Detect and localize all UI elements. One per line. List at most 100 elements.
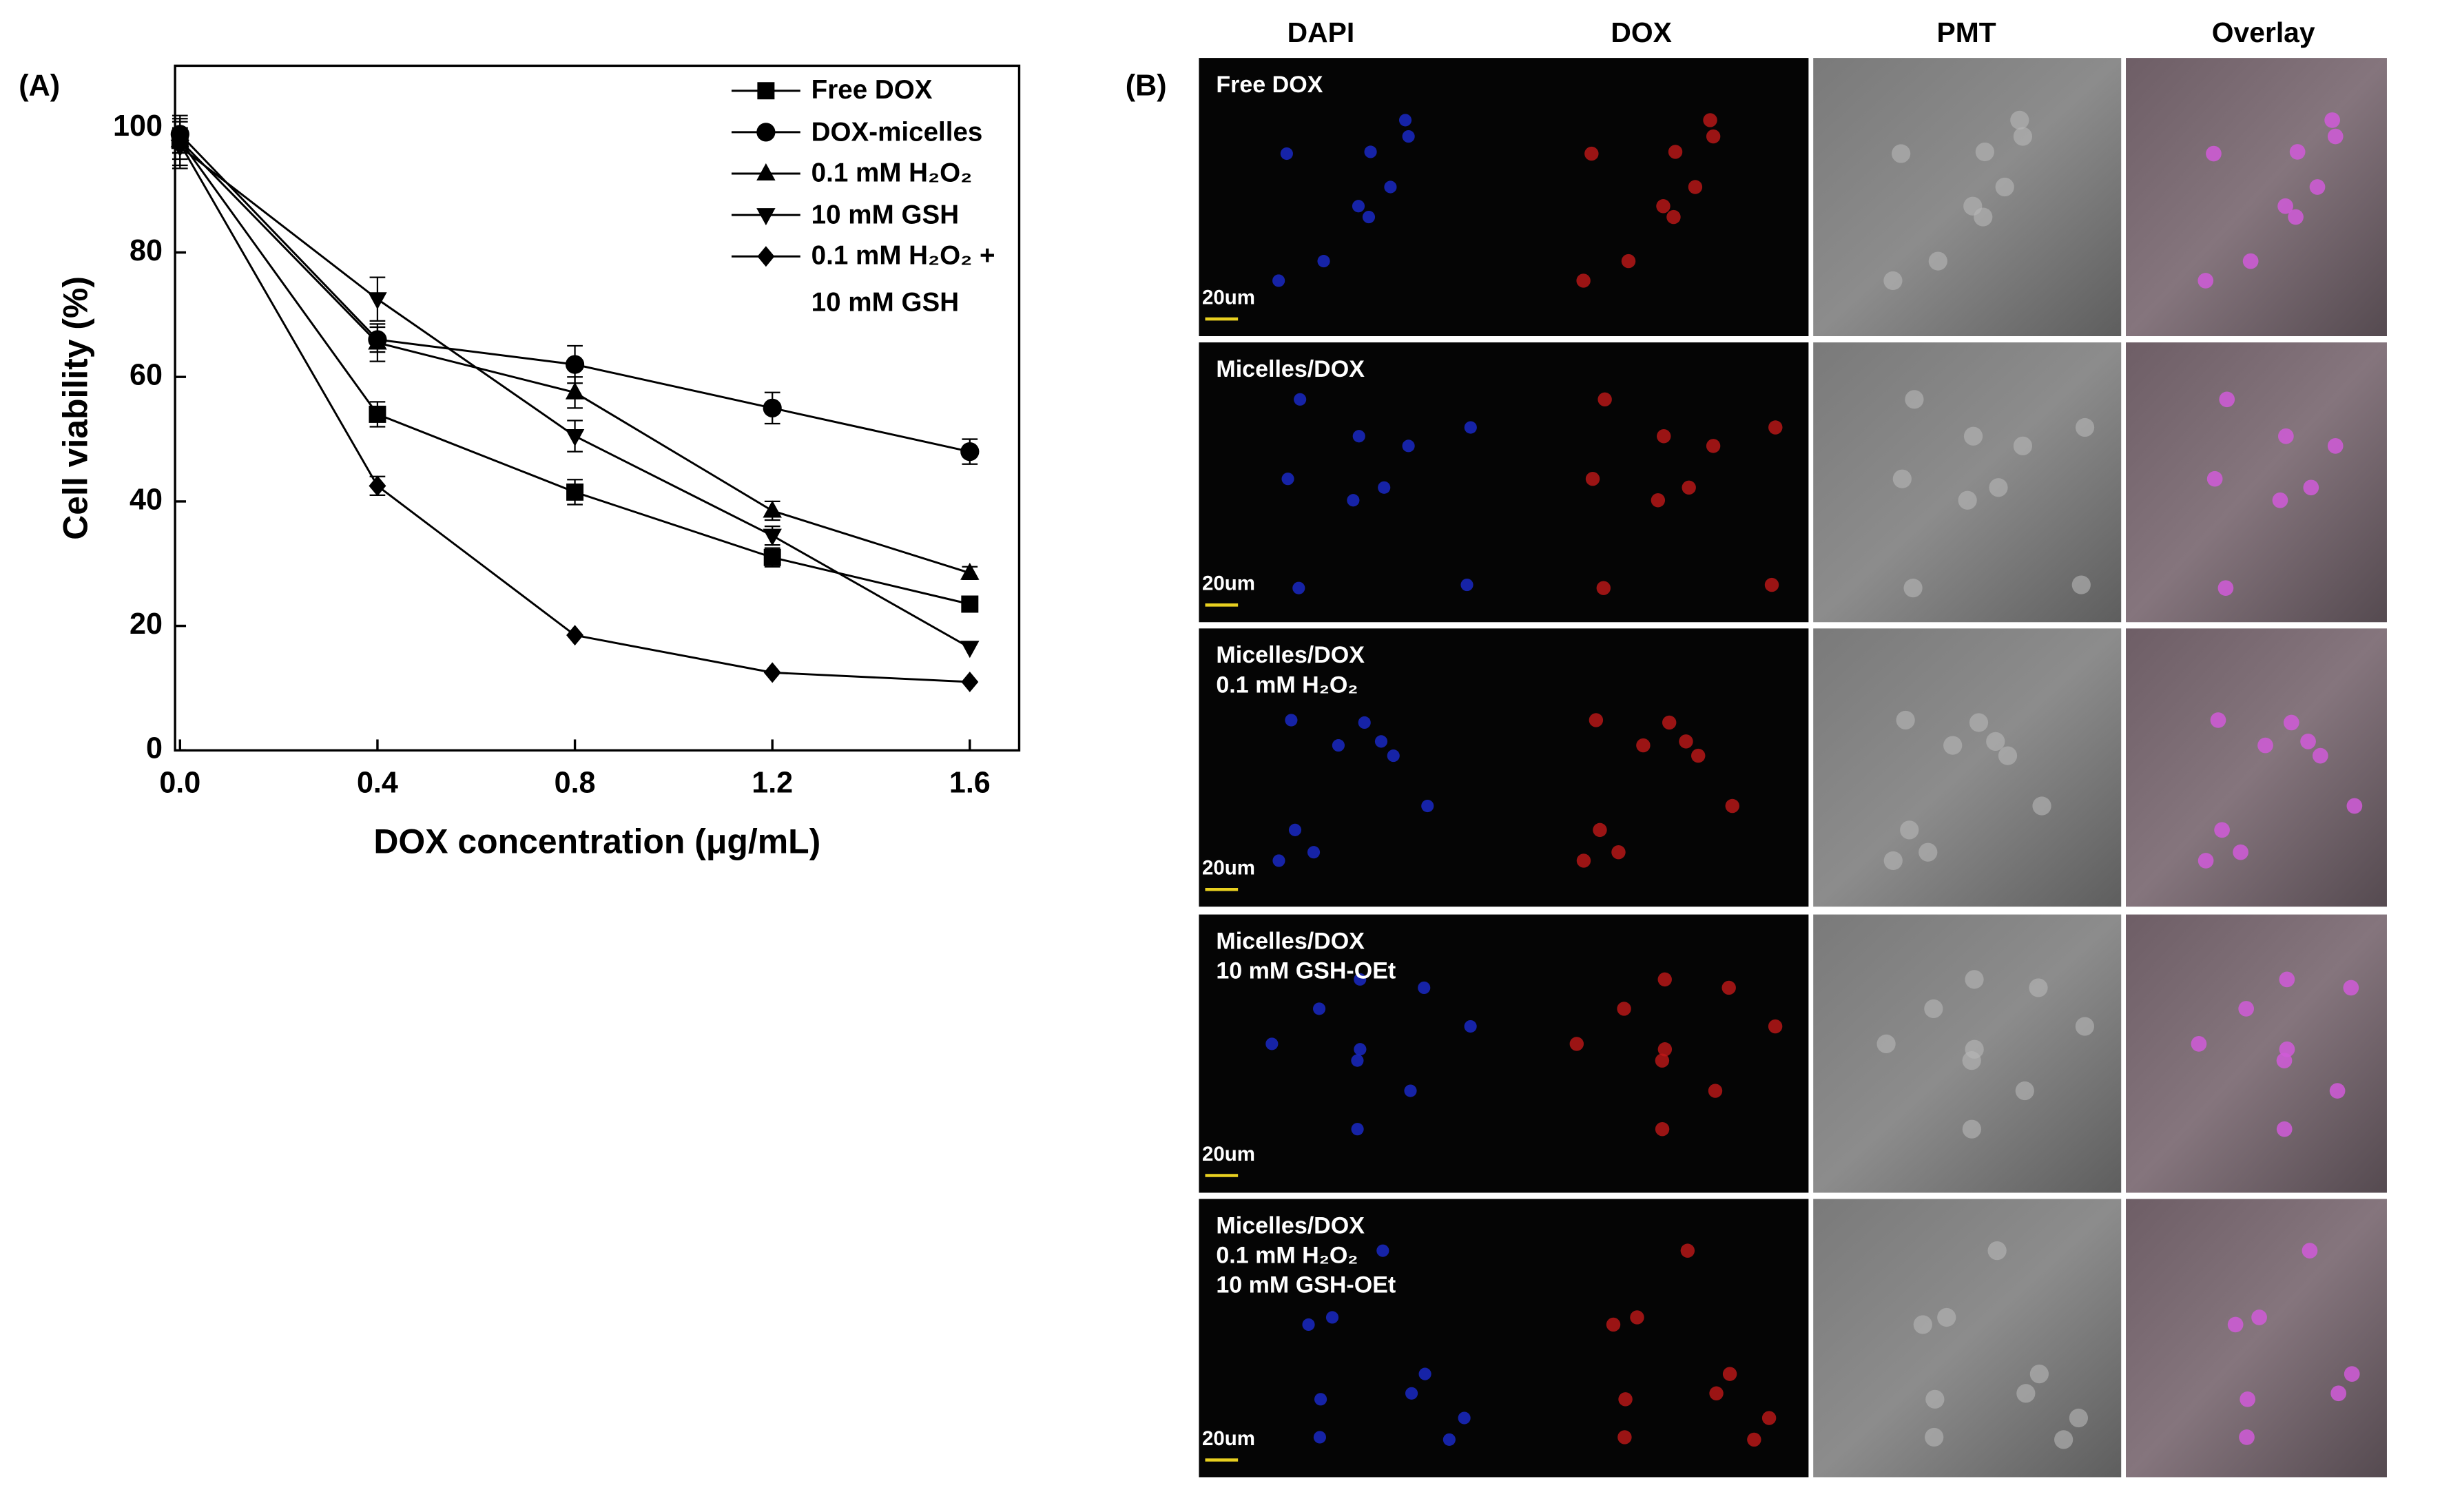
cell	[2344, 1366, 2360, 1382]
pmt-image	[1813, 342, 2122, 623]
cell	[1354, 973, 1367, 986]
cell	[1621, 253, 1636, 269]
cell	[1655, 1053, 1670, 1068]
x-axis-label: DOX concentration (μg/mL)	[373, 822, 820, 861]
overlay-image	[2126, 628, 2387, 907]
legend-entry: DOX-micelles	[811, 116, 983, 146]
cell	[1937, 1307, 1956, 1327]
cell	[1709, 1386, 1724, 1400]
marker	[368, 292, 387, 310]
cell	[1272, 854, 1285, 867]
marker	[763, 548, 781, 566]
cell	[1464, 1019, 1477, 1033]
cell	[2277, 198, 2293, 214]
cell	[1657, 429, 1671, 444]
cell	[2302, 1243, 2318, 1259]
cell	[1965, 970, 1984, 989]
cell	[1589, 713, 1604, 727]
marker	[763, 528, 782, 546]
cell	[1611, 845, 1626, 860]
cell	[1402, 439, 1415, 453]
cell	[1569, 1037, 1584, 1051]
cell	[2071, 575, 2091, 594]
cell	[2013, 436, 2033, 455]
cell	[1351, 1054, 1364, 1067]
cell	[1764, 577, 1779, 592]
scale-bar-label: 20um	[1202, 1427, 1255, 1450]
cell	[2327, 128, 2344, 145]
legend-marker	[756, 208, 776, 226]
y-tick-label: 0	[146, 732, 163, 765]
cell	[2032, 796, 2051, 816]
cell	[1597, 392, 1612, 407]
cell	[1925, 1427, 1944, 1447]
cell	[1919, 842, 1938, 862]
cell	[1617, 1430, 1632, 1444]
cell	[1721, 980, 1736, 995]
cell	[1387, 749, 1400, 763]
cell	[1576, 273, 1591, 288]
row-label: Micelles/DOX	[1216, 642, 1365, 668]
marker	[369, 405, 386, 423]
cell	[1708, 1084, 1723, 1098]
overlay-image	[2126, 1199, 2387, 1478]
cell	[2206, 470, 2223, 487]
cell	[1657, 972, 1672, 987]
cell	[2197, 273, 2214, 289]
marker	[565, 382, 585, 400]
overlay-image	[2126, 58, 2387, 337]
cell	[2233, 844, 2248, 860]
cell	[1280, 147, 1293, 160]
marker	[960, 442, 980, 462]
column-header: Overlay	[2212, 17, 2315, 48]
cell	[2288, 209, 2304, 225]
cell	[2075, 417, 2095, 437]
cell	[2013, 127, 2033, 146]
cell	[1584, 146, 1599, 161]
scale-bar-label: 20um	[1202, 286, 1255, 309]
cell	[2289, 144, 2306, 160]
cell	[2343, 980, 2359, 996]
legend-label: Free DOX	[811, 75, 933, 105]
pmt-image	[1813, 1199, 2122, 1478]
cell	[2279, 971, 2295, 988]
cell	[1265, 1037, 1279, 1050]
cell	[1374, 735, 1388, 748]
marker	[565, 429, 585, 447]
cell	[1896, 710, 1915, 730]
cell	[1362, 210, 1376, 224]
cell	[1928, 251, 1947, 271]
row-label: Free DOX	[1216, 72, 1323, 98]
cell	[2010, 110, 2029, 130]
cell	[1618, 1392, 1633, 1407]
x-tick-label: 0.4	[357, 767, 398, 800]
cell	[1593, 822, 1607, 838]
cell	[1596, 581, 1611, 595]
y-tick-label: 40	[130, 483, 163, 516]
legend-marker	[756, 123, 776, 142]
row-label: Micelles/DOX	[1216, 1212, 1365, 1239]
cell	[1986, 732, 2005, 751]
cell	[1630, 1310, 1644, 1325]
panel-label: (A)	[19, 70, 60, 103]
cell	[1384, 180, 1397, 194]
cell	[1989, 478, 2008, 497]
y-axis-label: Cell viability (%)	[56, 276, 95, 540]
marker	[763, 398, 782, 418]
cell	[1460, 578, 1473, 592]
cell	[1892, 469, 1912, 488]
cell	[1892, 144, 1911, 163]
panel-label: (B)	[1126, 70, 1167, 103]
cell	[2191, 1036, 2207, 1052]
scale-bar-label: 20um	[1202, 1143, 1255, 1166]
marker	[763, 662, 781, 683]
cell	[1706, 439, 1721, 453]
cell	[1925, 1389, 1945, 1409]
marker	[763, 500, 782, 518]
cell	[2327, 438, 2344, 454]
cell	[1995, 177, 2014, 197]
marker	[565, 355, 585, 374]
cell	[1402, 130, 1415, 143]
cell	[1913, 1315, 1932, 1334]
